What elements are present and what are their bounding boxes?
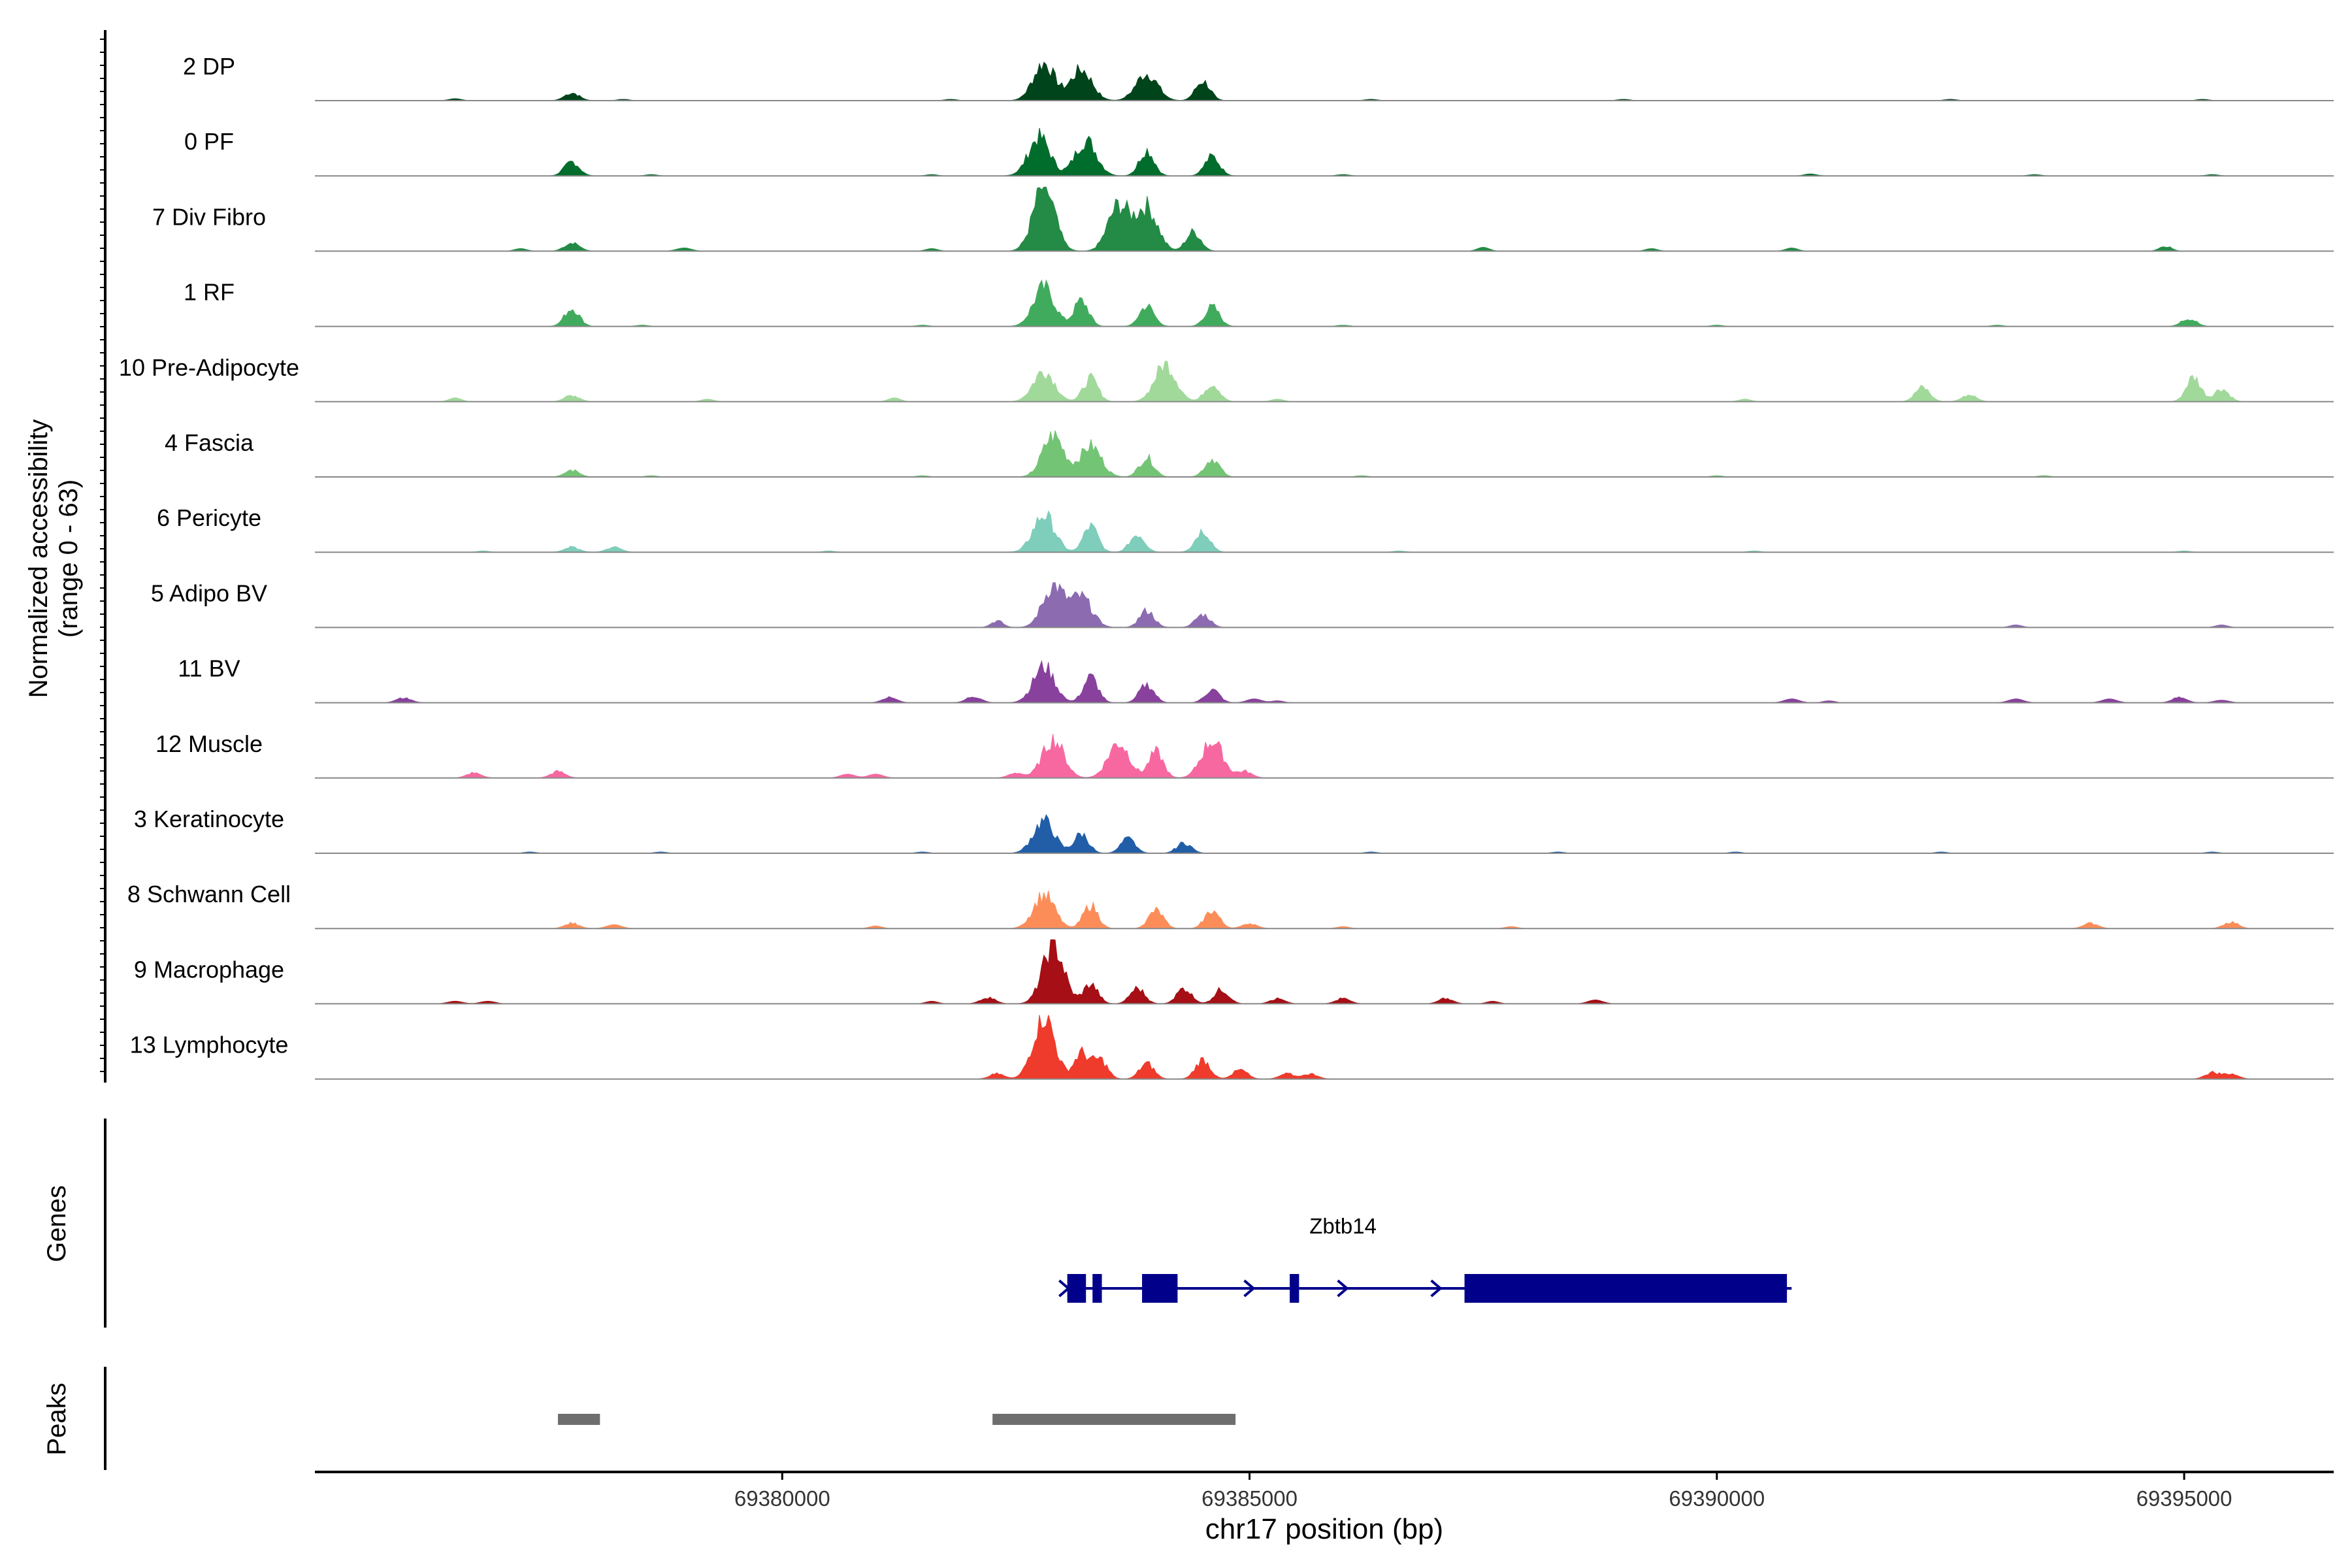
y-axis-label: Normalized accessibility [24, 419, 53, 698]
track-3: 7 Div Fibro [152, 186, 2334, 252]
track-label: 8 Schwann Cell [127, 881, 291, 907]
track-label: 1 RF [184, 279, 235, 306]
track-label: 6 Pericyte [157, 504, 261, 531]
x-axis-label: chr17 position (bp) [1205, 1513, 1443, 1545]
peak-bar [992, 1414, 1236, 1425]
track-label: 12 Muscle [155, 730, 263, 757]
track-signal-area [315, 361, 2334, 402]
x-tick-label: 69380000 [734, 1486, 830, 1511]
track-13: 9 Macrophage [134, 939, 2334, 1005]
track-signal-area [315, 660, 2334, 704]
gene-exon [1464, 1274, 1788, 1303]
peak-bars [557, 1414, 1236, 1425]
track-4: 1 RF [184, 279, 2334, 327]
track-signal-area [315, 430, 2334, 478]
track-9: 11 BV [178, 655, 2334, 704]
track-2: 0 PF [184, 127, 2334, 177]
track-10: 12 Muscle [155, 730, 2334, 779]
gene-exon [1142, 1274, 1178, 1303]
track-1: 2 DP [183, 53, 2334, 101]
track-12: 8 Schwann Cell [127, 881, 2334, 930]
x-axis-ticks: 69380000 69385000 69390000 69395000 [734, 1472, 2232, 1511]
track-signal-area [315, 890, 2334, 929]
peaks-label: Peaks [42, 1382, 71, 1455]
genes-label: Genes [42, 1185, 71, 1262]
track-label: 3 Keratinocyte [134, 806, 284, 832]
gene-strand-arrow [1430, 1279, 1443, 1298]
track-label: 9 Macrophage [134, 956, 284, 983]
track-signal-area [315, 127, 2334, 176]
x-tick-label: 69395000 [2136, 1486, 2232, 1511]
track-signal-area [315, 279, 2334, 327]
track-label: 13 Lymphocyte [130, 1032, 289, 1058]
x-tick-label: 69385000 [1201, 1486, 1298, 1511]
track-signal-area [315, 61, 2334, 101]
peak-bar [557, 1414, 600, 1425]
track-signal-area [315, 510, 2334, 553]
gene-exon [1290, 1274, 1299, 1303]
track-11: 3 Keratinocyte [134, 806, 2334, 854]
track-14: 13 Lymphocyte [130, 1015, 2334, 1080]
track-6: 4 Fascia [165, 429, 2334, 478]
track-label: 4 Fascia [165, 429, 254, 456]
track-5: 10 Pre-Adipocyte [119, 354, 2334, 402]
track-label: 5 Adipo BV [151, 580, 267, 606]
track-label: 2 DP [183, 53, 235, 80]
gene-strand-arrow [1243, 1279, 1256, 1298]
gene-strand-arrow [1337, 1279, 1349, 1298]
gene-model: Zbtb14 [1058, 1214, 1792, 1303]
track-signal-area [315, 734, 2334, 779]
track-signal-area [315, 1015, 2334, 1080]
track-label: 11 BV [178, 655, 240, 682]
track-signal-area [315, 814, 2334, 854]
track-7: 6 Pericyte [157, 504, 2334, 553]
track-signal-area [315, 939, 2334, 1004]
x-tick-label: 69390000 [1669, 1486, 1765, 1511]
track-signal-area [315, 186, 2334, 252]
gene-exon [1092, 1274, 1102, 1303]
track-signal-area [315, 582, 2334, 628]
gene-strand-arrow [1058, 1279, 1071, 1298]
track-label: 0 PF [184, 128, 234, 155]
tracks: 2 DP 0 PF 7 Div Fibro 1 RF 10 Pre-Adipocyte 4… [119, 53, 2334, 1080]
track-8: 5 Adipo BV [151, 580, 2334, 629]
y-axis-ticks [100, 39, 105, 1072]
track-label: 7 Div Fibro [152, 203, 266, 230]
y-axis-range-label: (range 0 - 63) [54, 480, 83, 638]
gene-name-label: Zbtb14 [1309, 1214, 1377, 1238]
track-label: 10 Pre-Adipocyte [119, 354, 299, 381]
